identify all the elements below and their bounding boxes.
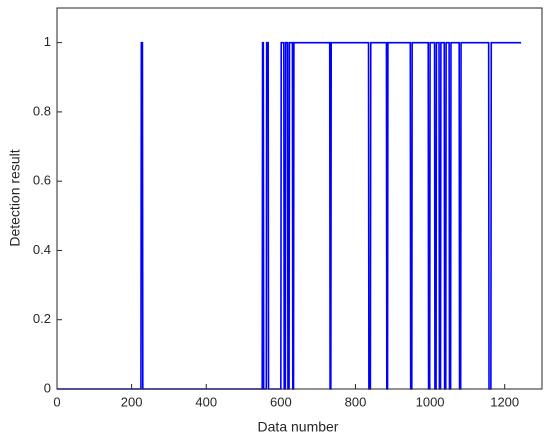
x-tick-label: 800 xyxy=(345,394,367,409)
y-tick-label: 0.6 xyxy=(33,173,51,188)
y-tick-label: 0.4 xyxy=(33,242,51,257)
y-tick-label: 0.8 xyxy=(33,103,51,118)
x-tick-label: 600 xyxy=(270,394,292,409)
y-tick-label: 0 xyxy=(44,380,51,395)
x-tick-label: 400 xyxy=(195,394,217,409)
plot-area xyxy=(57,8,542,389)
x-tick-label: 1200 xyxy=(490,394,519,409)
x-axis-label: Data number xyxy=(258,419,339,435)
x-tick-label: 200 xyxy=(121,394,143,409)
x-tick-label: 1000 xyxy=(416,394,445,409)
y-tick-label: 1 xyxy=(44,34,51,49)
y-tick-label: 0.2 xyxy=(33,311,51,326)
data-line xyxy=(57,41,522,390)
x-tick-label: 0 xyxy=(53,394,60,409)
axes-frame xyxy=(56,7,543,390)
y-axis-label: Detection result xyxy=(7,149,23,246)
